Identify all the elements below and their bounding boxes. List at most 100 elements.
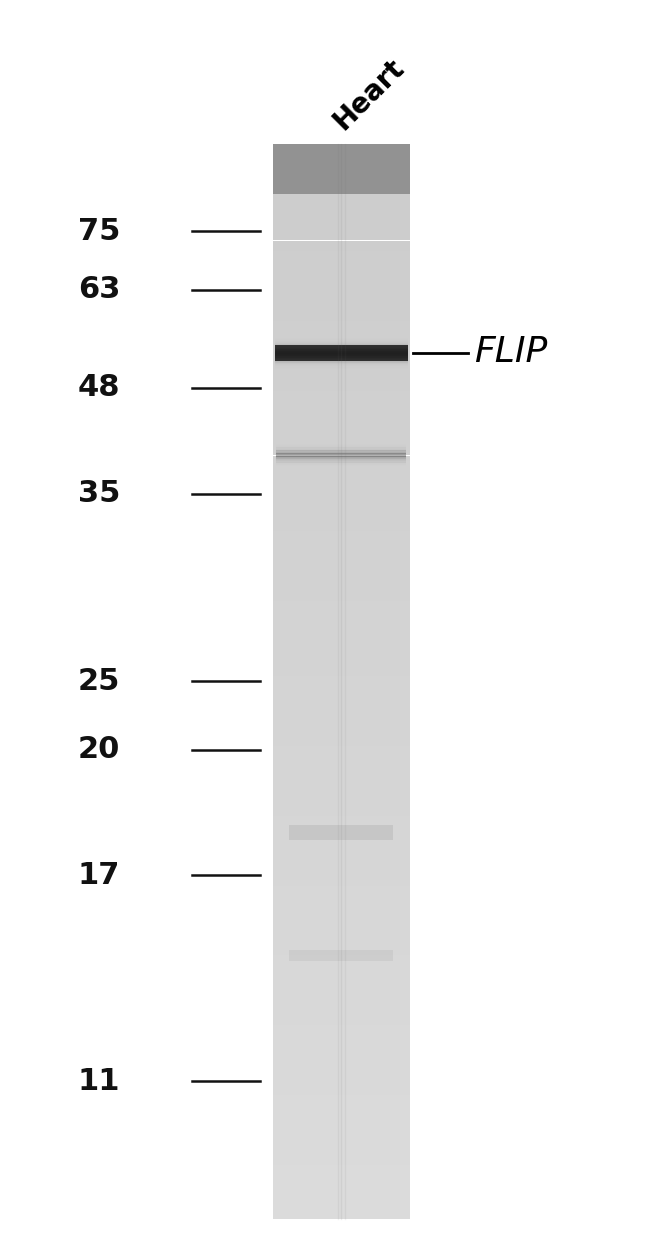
Bar: [273, 703, 410, 708]
Bar: [273, 552, 410, 558]
Bar: [273, 789, 410, 794]
Text: FLIP: FLIP: [474, 335, 548, 370]
Text: 35: 35: [78, 479, 120, 509]
Bar: [273, 492, 410, 499]
Bar: [273, 1154, 410, 1160]
Bar: [273, 391, 410, 396]
Bar: [273, 885, 410, 891]
Text: 75: 75: [78, 216, 120, 246]
Bar: [273, 600, 410, 606]
Bar: [273, 1100, 410, 1106]
Bar: [273, 1015, 410, 1020]
Bar: [273, 541, 410, 548]
Bar: [273, 622, 410, 628]
Bar: [273, 939, 410, 945]
Bar: [289, 825, 393, 840]
Bar: [273, 268, 410, 272]
Bar: [273, 536, 410, 541]
Bar: [273, 768, 410, 772]
Bar: [273, 896, 410, 901]
Bar: [273, 230, 410, 235]
Bar: [273, 632, 410, 639]
Bar: [273, 644, 410, 649]
Bar: [273, 724, 410, 730]
Bar: [273, 316, 410, 321]
Bar: [273, 686, 410, 692]
Bar: [273, 1062, 410, 1069]
Bar: [273, 1170, 410, 1176]
Bar: [273, 569, 410, 574]
Bar: [273, 628, 410, 632]
Bar: [273, 945, 410, 950]
Bar: [273, 198, 410, 202]
Bar: [273, 815, 410, 821]
Bar: [273, 707, 410, 714]
Bar: [273, 950, 410, 955]
Bar: [273, 482, 410, 488]
Bar: [273, 585, 410, 590]
Bar: [273, 1192, 410, 1198]
Bar: [273, 901, 410, 908]
Bar: [273, 859, 410, 864]
Bar: [273, 434, 410, 439]
Bar: [273, 531, 410, 536]
Bar: [273, 1025, 410, 1030]
Bar: [273, 842, 410, 848]
Bar: [273, 408, 410, 412]
Bar: [273, 520, 410, 525]
Bar: [273, 1214, 410, 1219]
Bar: [273, 439, 410, 445]
Bar: [273, 918, 410, 922]
Bar: [273, 1144, 410, 1149]
Bar: [273, 756, 410, 761]
Bar: [273, 499, 410, 504]
Bar: [273, 1198, 410, 1202]
Bar: [273, 219, 410, 225]
Bar: [273, 639, 410, 644]
Bar: [273, 504, 410, 509]
Bar: [273, 466, 410, 471]
Bar: [273, 1132, 410, 1138]
Bar: [273, 321, 410, 326]
Bar: [273, 1208, 410, 1214]
Bar: [273, 574, 410, 579]
Bar: [273, 176, 410, 181]
Bar: [273, 870, 410, 875]
Bar: [273, 445, 410, 450]
Bar: [273, 284, 410, 289]
Bar: [273, 1176, 410, 1181]
Bar: [273, 1004, 410, 1009]
Bar: [273, 385, 410, 391]
Bar: [273, 251, 410, 256]
Bar: [273, 429, 410, 434]
Text: 20: 20: [78, 735, 120, 765]
Bar: [273, 1090, 410, 1095]
Bar: [273, 880, 410, 885]
Bar: [273, 660, 410, 665]
Text: 48: 48: [78, 372, 120, 402]
Bar: [273, 929, 410, 934]
Bar: [273, 364, 410, 370]
Bar: [273, 670, 410, 676]
Bar: [273, 401, 410, 408]
Bar: [273, 225, 410, 230]
Bar: [273, 810, 410, 816]
Bar: [273, 831, 410, 838]
Bar: [273, 1009, 410, 1015]
Bar: [273, 1160, 410, 1165]
Bar: [273, 999, 410, 1004]
Bar: [273, 1095, 410, 1100]
Bar: [273, 1165, 410, 1170]
Bar: [273, 326, 410, 331]
Bar: [273, 1046, 410, 1052]
Bar: [273, 1128, 410, 1132]
Bar: [273, 922, 410, 929]
Bar: [273, 912, 410, 918]
Bar: [273, 800, 410, 805]
Bar: [273, 1122, 410, 1128]
Bar: [273, 278, 410, 284]
Bar: [273, 548, 410, 552]
Bar: [273, 300, 410, 305]
Bar: [273, 735, 410, 740]
Bar: [273, 681, 410, 686]
